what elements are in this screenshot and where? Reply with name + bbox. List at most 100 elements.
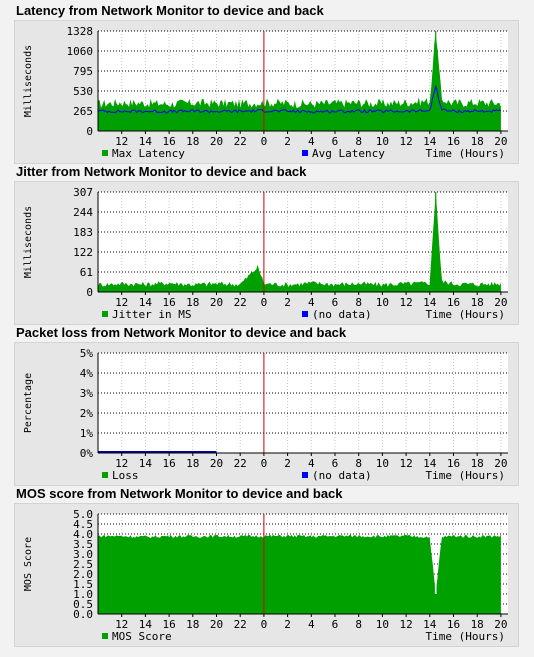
y-tick-label: 1.5 [73,578,93,591]
x-tick-label: 12 [399,618,412,631]
y-tick-label: 3% [80,387,94,400]
plot-area [98,192,508,292]
y-tick-label: 265 [73,105,93,118]
x-tick-label: 22 [234,457,247,470]
x-tick-label: 18 [186,296,199,309]
x-tick-label: 18 [186,618,199,631]
x-tick-label: 14 [423,135,437,148]
y-tick-label: 0% [80,447,94,460]
legend-swatch [302,150,308,156]
x-tick-label: 16 [447,457,460,470]
x-tick-label: 6 [332,457,339,470]
x-tick-label: 4 [308,618,315,631]
y-axis-label: Milliseconds [23,206,34,278]
x-axis-label: Time (Hours) [426,308,505,321]
chart-panel: 1328 1060 795 530 265 0 12 14 16 18 20 22 0 2 4 6 8 10 12 1… [14,20,519,164]
series-area [98,534,501,614]
y-tick-label: 244 [73,206,93,219]
y-tick-label: 0 [86,125,93,138]
y-tick-label: 183 [73,226,93,239]
x-tick-label: 22 [234,618,247,631]
jitter-section: Jitter from Network Monitor to device an… [0,163,534,325]
x-tick-label: 16 [162,618,175,631]
y-tick-label: 4% [80,367,94,380]
x-tick-label: 16 [447,135,460,148]
x-tick-label: 2 [284,135,291,148]
x-tick-label: 12 [115,457,128,470]
x-tick-label: 20 [494,135,507,148]
legend-label: (no data) [312,308,372,321]
x-tick-label: 14 [423,296,437,309]
y-tick-label: 1060 [67,45,94,58]
x-tick-label: 14 [423,618,437,631]
y-tick-label: 0.5 [73,598,93,611]
mos-section: MOS score from Network Monitor to device… [0,485,534,647]
y-axis-label: Milliseconds [23,45,34,117]
x-tick-label: 2 [284,618,291,631]
chart-title: Packet loss from Network Monitor to devi… [16,325,347,340]
y-tick-label: 2.5 [73,558,93,571]
x-tick-label: 14 [139,296,153,309]
packet-loss-section: Packet loss from Network Monitor to devi… [0,324,534,486]
x-axis-label: Time (Hours) [426,469,505,482]
x-tick-label: 10 [376,135,389,148]
x-tick-label: 20 [494,296,507,309]
y-tick-label: 4.5 [73,518,93,531]
legend-swatch [102,311,108,317]
jitter-chart: 307 244 183 122 61 0 12 14 16 18 20 22 0 2 4 6 8 10 12 14 16… [23,186,508,321]
latency-chart: 1328 1060 795 530 265 0 12 14 16 18 20 22 0 2 4 6 8 10 12 1… [23,25,508,160]
x-tick-label: 16 [447,618,460,631]
legend-label: Max Latency [112,147,185,160]
x-tick-label: 22 [234,296,247,309]
x-tick-label: 10 [376,296,389,309]
y-tick-label: 3.0 [73,548,93,561]
legend-label: Loss [112,469,139,482]
x-tick-label: 20 [210,135,223,148]
legend-label: (no data) [312,469,372,482]
x-tick-label: 18 [471,135,484,148]
x-tick-label: 6 [332,135,339,148]
x-tick-label: 18 [186,135,199,148]
y-tick-label: 1% [80,427,94,440]
y-tick-label: 1328 [67,25,94,38]
x-tick-label: 14 [423,457,437,470]
y-tick-label: 0.0 [73,608,93,621]
y-tick-label: 4.0 [73,528,93,541]
legend-label: MOS Score [112,630,172,643]
x-tick-label: 0 [261,618,268,631]
x-tick-label: 16 [162,135,175,148]
y-tick-label: 530 [73,85,93,98]
legend-swatch [302,472,308,478]
x-tick-label: 18 [186,457,199,470]
y-tick-label: 2% [80,407,94,420]
x-tick-label: 16 [162,296,175,309]
x-tick-label: 6 [332,618,339,631]
x-axis-label: Time (Hours) [426,630,505,643]
x-tick-label: 14 [139,457,153,470]
latency-section: Latency from Network Monitor to device a… [0,2,534,164]
y-tick-label: 3.5 [73,538,93,551]
x-tick-label: 8 [355,457,362,470]
legend-swatch [302,311,308,317]
mos-chart: 5.04.54.03.53.02.52.01.51.00.50.0 12 14 16 1… [23,508,508,643]
chart-title: Latency from Network Monitor to device a… [16,3,324,18]
x-tick-label: 0 [261,457,268,470]
x-tick-label: 4 [308,296,315,309]
x-tick-label: 2 [284,457,291,470]
x-tick-label: 8 [355,135,362,148]
x-tick-label: 4 [308,457,315,470]
x-tick-label: 8 [355,296,362,309]
legend-label: Avg Latency [312,147,385,160]
x-tick-label: 10 [376,618,389,631]
x-tick-label: 6 [332,296,339,309]
x-tick-label: 12 [115,135,128,148]
x-tick-label: 18 [471,296,484,309]
x-tick-label: 22 [234,135,247,148]
x-tick-label: 10 [376,457,389,470]
packet-loss-chart: 5% 4% 3% 2% 1% 0% 12 14 16 18 20 22 0 2 4 6 8 10 12 14 16 18 2… [23,347,508,482]
x-tick-label: 12 [399,135,412,148]
x-tick-label: 12 [399,296,412,309]
y-tick-label: 122 [73,246,93,259]
series-area [98,31,501,131]
chart-title: Jitter from Network Monitor to device an… [16,164,307,179]
